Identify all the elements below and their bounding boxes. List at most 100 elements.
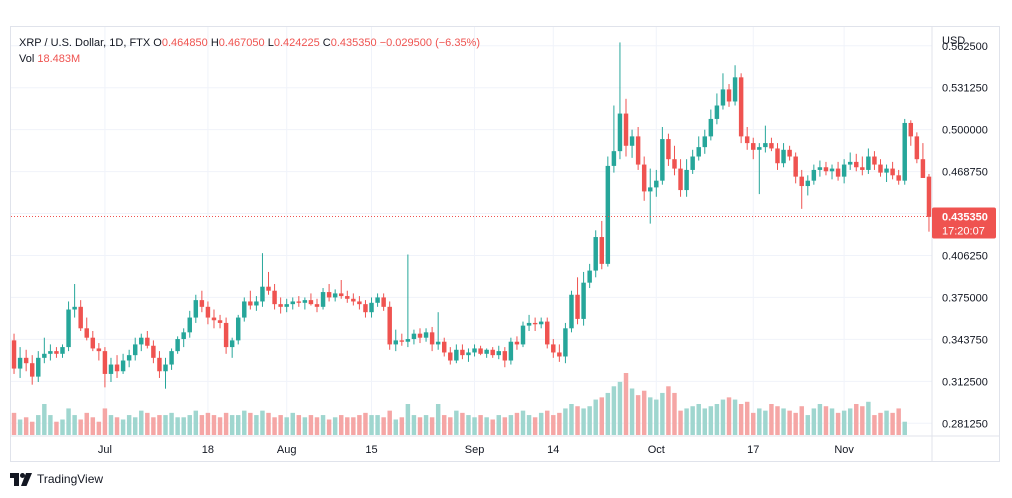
candle-body bbox=[551, 344, 556, 353]
low-label: L bbox=[267, 37, 274, 49]
volume-row[interactable]: Vol 18.483M bbox=[19, 51, 480, 67]
candle-body bbox=[617, 113, 623, 152]
volume-bar bbox=[835, 412, 841, 435]
candle-body bbox=[460, 349, 465, 356]
volume-bar bbox=[163, 415, 168, 435]
y-tick-label: 0.375000 bbox=[942, 292, 988, 304]
volume-bar bbox=[102, 408, 108, 435]
candle-body bbox=[781, 149, 786, 164]
low-value: 0.424225 bbox=[273, 37, 320, 49]
candle-body bbox=[811, 169, 817, 181]
volume-bar bbox=[254, 415, 259, 435]
candle-body bbox=[581, 282, 586, 319]
x-tick-label: 18 bbox=[202, 444, 214, 456]
y-tick-label: 0.500000 bbox=[942, 125, 988, 137]
tradingview-logo-icon bbox=[10, 472, 32, 486]
volume-bar bbox=[78, 419, 83, 435]
volume-bar bbox=[587, 406, 592, 435]
volume-bar bbox=[36, 415, 41, 435]
candle-body bbox=[860, 167, 865, 170]
volume-bar bbox=[169, 412, 174, 435]
candle-body bbox=[254, 301, 259, 306]
close-value: 0.435350 bbox=[330, 37, 377, 49]
volume-bar bbox=[320, 415, 326, 435]
candle-body bbox=[175, 339, 180, 352]
candle-body bbox=[563, 328, 568, 357]
candle-body bbox=[532, 322, 538, 325]
x-tick-label: 15 bbox=[365, 444, 377, 456]
symbol-label[interactable]: XRP / U.S. Dollar, 1D, FTX bbox=[19, 37, 151, 49]
volume-bar bbox=[211, 415, 217, 435]
candle-body bbox=[896, 175, 901, 181]
volume-bar bbox=[714, 404, 720, 435]
candle-body bbox=[744, 136, 750, 144]
candle-body bbox=[151, 345, 156, 358]
volume-bar bbox=[744, 401, 750, 435]
close-label: C bbox=[322, 37, 331, 49]
volume-label: Vol bbox=[19, 53, 35, 65]
volume-bar bbox=[272, 417, 277, 435]
candle-body bbox=[423, 332, 429, 338]
candle-body bbox=[272, 290, 277, 305]
volume-bar bbox=[278, 415, 283, 435]
volume-bar bbox=[478, 415, 483, 435]
candle-body bbox=[775, 148, 780, 164]
candle-body bbox=[36, 357, 41, 377]
volume-bar bbox=[805, 415, 811, 435]
candle-body bbox=[751, 143, 756, 150]
candle-body bbox=[514, 341, 520, 345]
volume-bar bbox=[193, 410, 199, 435]
volume-bar bbox=[369, 415, 374, 435]
volume-bar bbox=[811, 408, 817, 435]
brand-name: TradingView bbox=[37, 472, 104, 486]
candle-body bbox=[205, 306, 211, 318]
brand-footer[interactable]: TradingView bbox=[10, 472, 103, 486]
candle-body bbox=[72, 306, 77, 310]
candle-body bbox=[417, 333, 423, 338]
volume-bar bbox=[569, 404, 574, 435]
candle-body bbox=[835, 168, 841, 177]
volume-bar bbox=[538, 412, 544, 435]
volume-bar bbox=[629, 388, 635, 435]
candle-body bbox=[872, 156, 877, 165]
candle-body bbox=[623, 113, 629, 146]
candle-body bbox=[569, 294, 574, 329]
volume-bar bbox=[411, 415, 417, 435]
candle-body bbox=[793, 156, 798, 177]
candle-body bbox=[508, 341, 514, 361]
candle-body bbox=[193, 300, 199, 318]
volume-bar bbox=[751, 412, 756, 435]
volume-bar bbox=[429, 417, 435, 435]
volume-bar bbox=[514, 412, 520, 435]
volume-bar bbox=[884, 410, 889, 435]
volume-bar bbox=[308, 415, 314, 435]
volume-bar bbox=[599, 397, 605, 435]
x-tick-label: Sep bbox=[465, 444, 485, 456]
candle-body bbox=[284, 304, 289, 307]
volume-bar bbox=[217, 417, 223, 435]
volume-bar bbox=[781, 408, 786, 435]
candle-body bbox=[351, 298, 356, 302]
candle-body bbox=[132, 344, 138, 356]
candle-body bbox=[902, 122, 907, 181]
volume-bar bbox=[326, 419, 332, 435]
candle-body bbox=[399, 340, 405, 342]
volume-bar bbox=[738, 404, 744, 435]
candle-body bbox=[854, 161, 859, 168]
candle-body bbox=[11, 340, 17, 369]
volume-bar bbox=[763, 410, 768, 435]
candle-body bbox=[145, 337, 150, 346]
volume-bar bbox=[793, 412, 798, 435]
volume-bar bbox=[769, 404, 774, 435]
candle-body bbox=[575, 294, 580, 319]
candle-body bbox=[442, 341, 447, 353]
volume-bar bbox=[296, 415, 302, 435]
volume-bar bbox=[205, 412, 211, 435]
volume-bar bbox=[23, 417, 29, 435]
candle-body bbox=[405, 339, 411, 342]
candle-body bbox=[78, 306, 83, 329]
volume-bar bbox=[460, 412, 465, 435]
candle-body bbox=[890, 168, 895, 176]
candle-body bbox=[278, 304, 283, 307]
